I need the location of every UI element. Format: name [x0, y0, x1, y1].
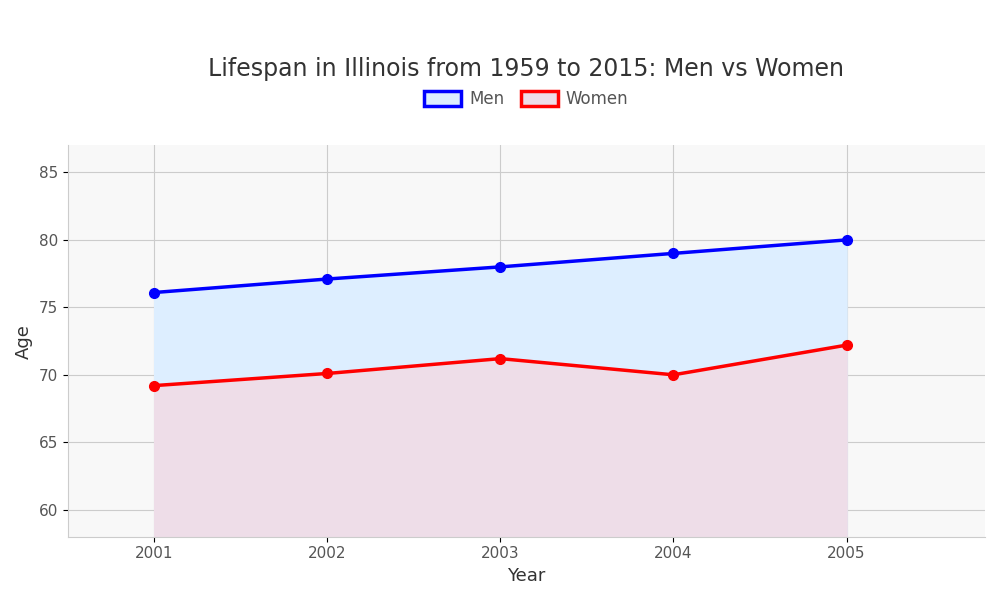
X-axis label: Year: Year	[507, 567, 546, 585]
Title: Lifespan in Illinois from 1959 to 2015: Men vs Women: Lifespan in Illinois from 1959 to 2015: …	[208, 57, 844, 81]
Legend: Men, Women: Men, Women	[417, 83, 635, 115]
Y-axis label: Age: Age	[15, 323, 33, 359]
